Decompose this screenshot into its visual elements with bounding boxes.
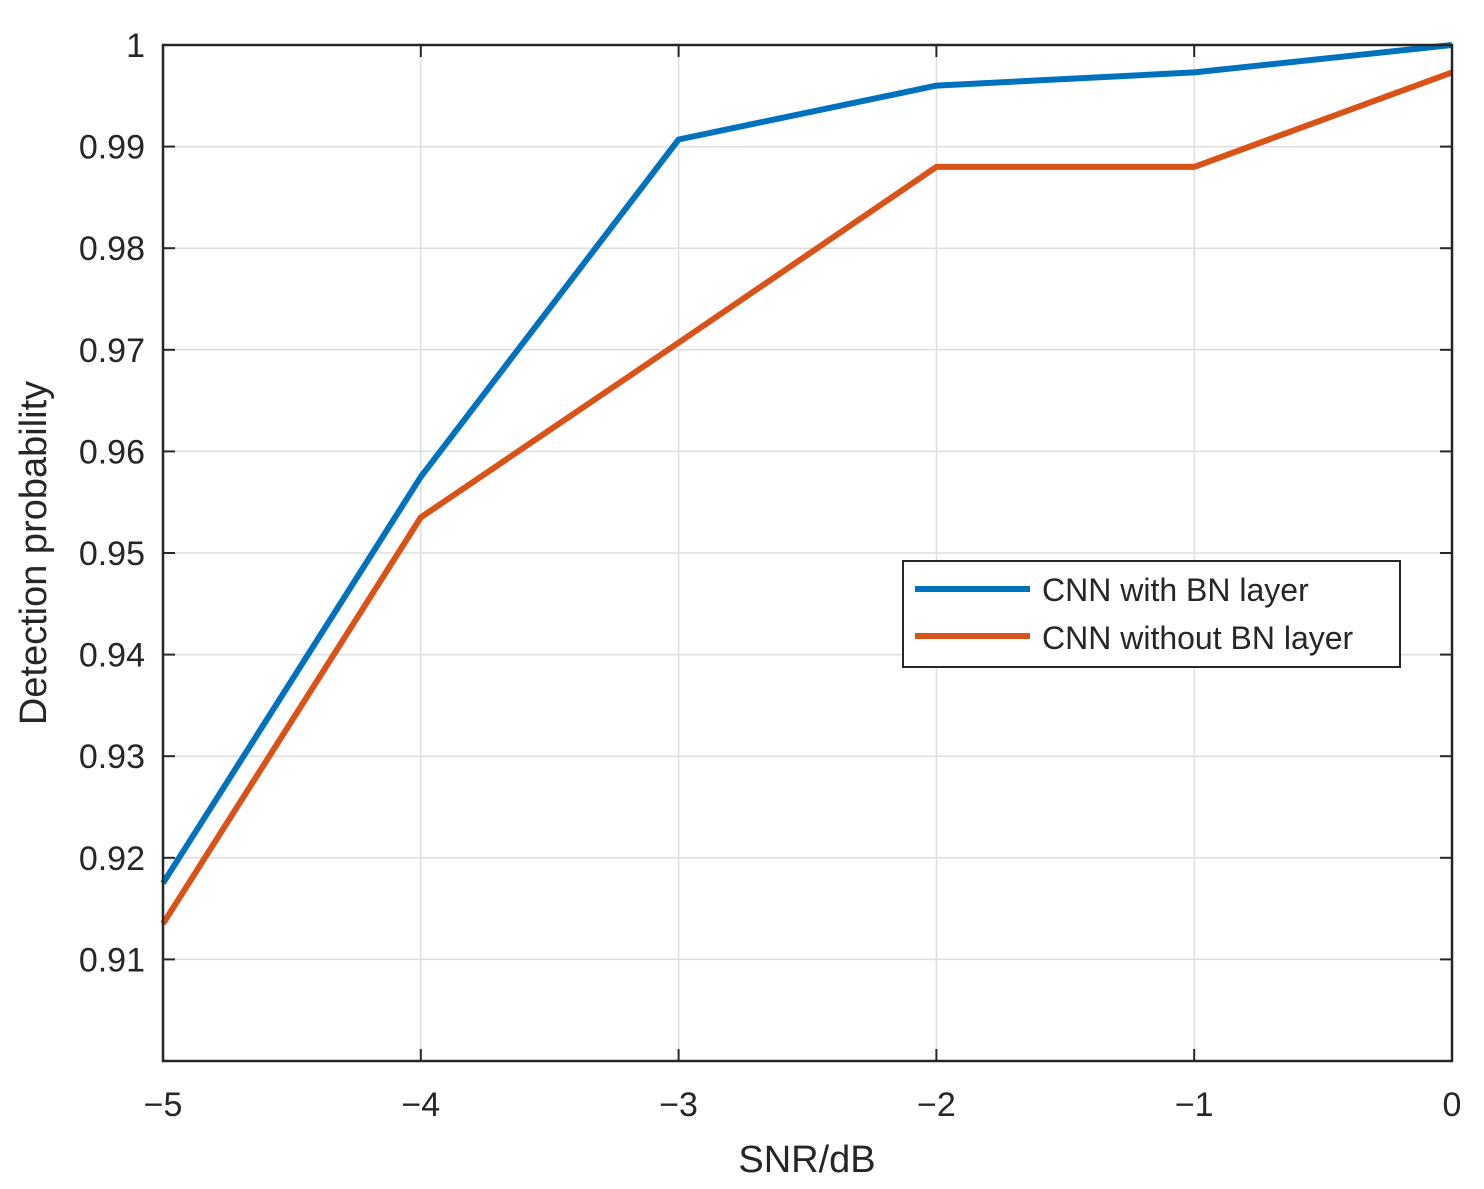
y-tick-label: 0.94	[79, 637, 145, 675]
y-tick-label: 0.98	[79, 230, 145, 268]
series-line-0	[160, 42, 1453, 885]
y-tick-label: 0.91	[79, 941, 145, 979]
series-line-1	[160, 69, 1454, 926]
y-tick-label: 1	[126, 27, 145, 65]
y-tick-label: 0.95	[79, 535, 145, 573]
x-tick-label: 0	[1443, 1086, 1462, 1124]
y-tick-labels: 0.91 0.92 0.93 0.94 0.95 0.96 0.97 0.98 0.99 1	[79, 27, 145, 979]
y-axis-label: Detection probability	[13, 381, 55, 725]
series-layer	[160, 42, 1454, 926]
tick-marks	[162, 44, 1453, 1061]
y-tick-label: 0.97	[79, 332, 145, 370]
x-tick-label: −3	[659, 1086, 698, 1124]
y-tick-label: 0.96	[79, 433, 145, 471]
x-tick-label: −1	[1175, 1086, 1214, 1124]
x-tick-label: −2	[917, 1086, 956, 1124]
legend-box	[902, 560, 1401, 668]
x-tick-label: −5	[144, 1086, 183, 1124]
legend-label-cnn-without-bn: CNN without BN layer	[1042, 620, 1354, 656]
y-tick-label: 0.93	[79, 738, 145, 776]
y-tick-label: 0.99	[79, 129, 145, 167]
legend: CNN with BN layer CNN without BN layer	[902, 560, 1401, 668]
x-tick-labels: −5 −4 −3 −2 −1 0	[144, 1086, 1462, 1124]
x-axis-label: SNR/dB	[738, 1139, 875, 1181]
y-tick-label: 0.92	[79, 840, 145, 878]
x-tick-label: −4	[401, 1086, 440, 1124]
legend-label-cnn-with-bn: CNN with BN layer	[1042, 572, 1309, 608]
